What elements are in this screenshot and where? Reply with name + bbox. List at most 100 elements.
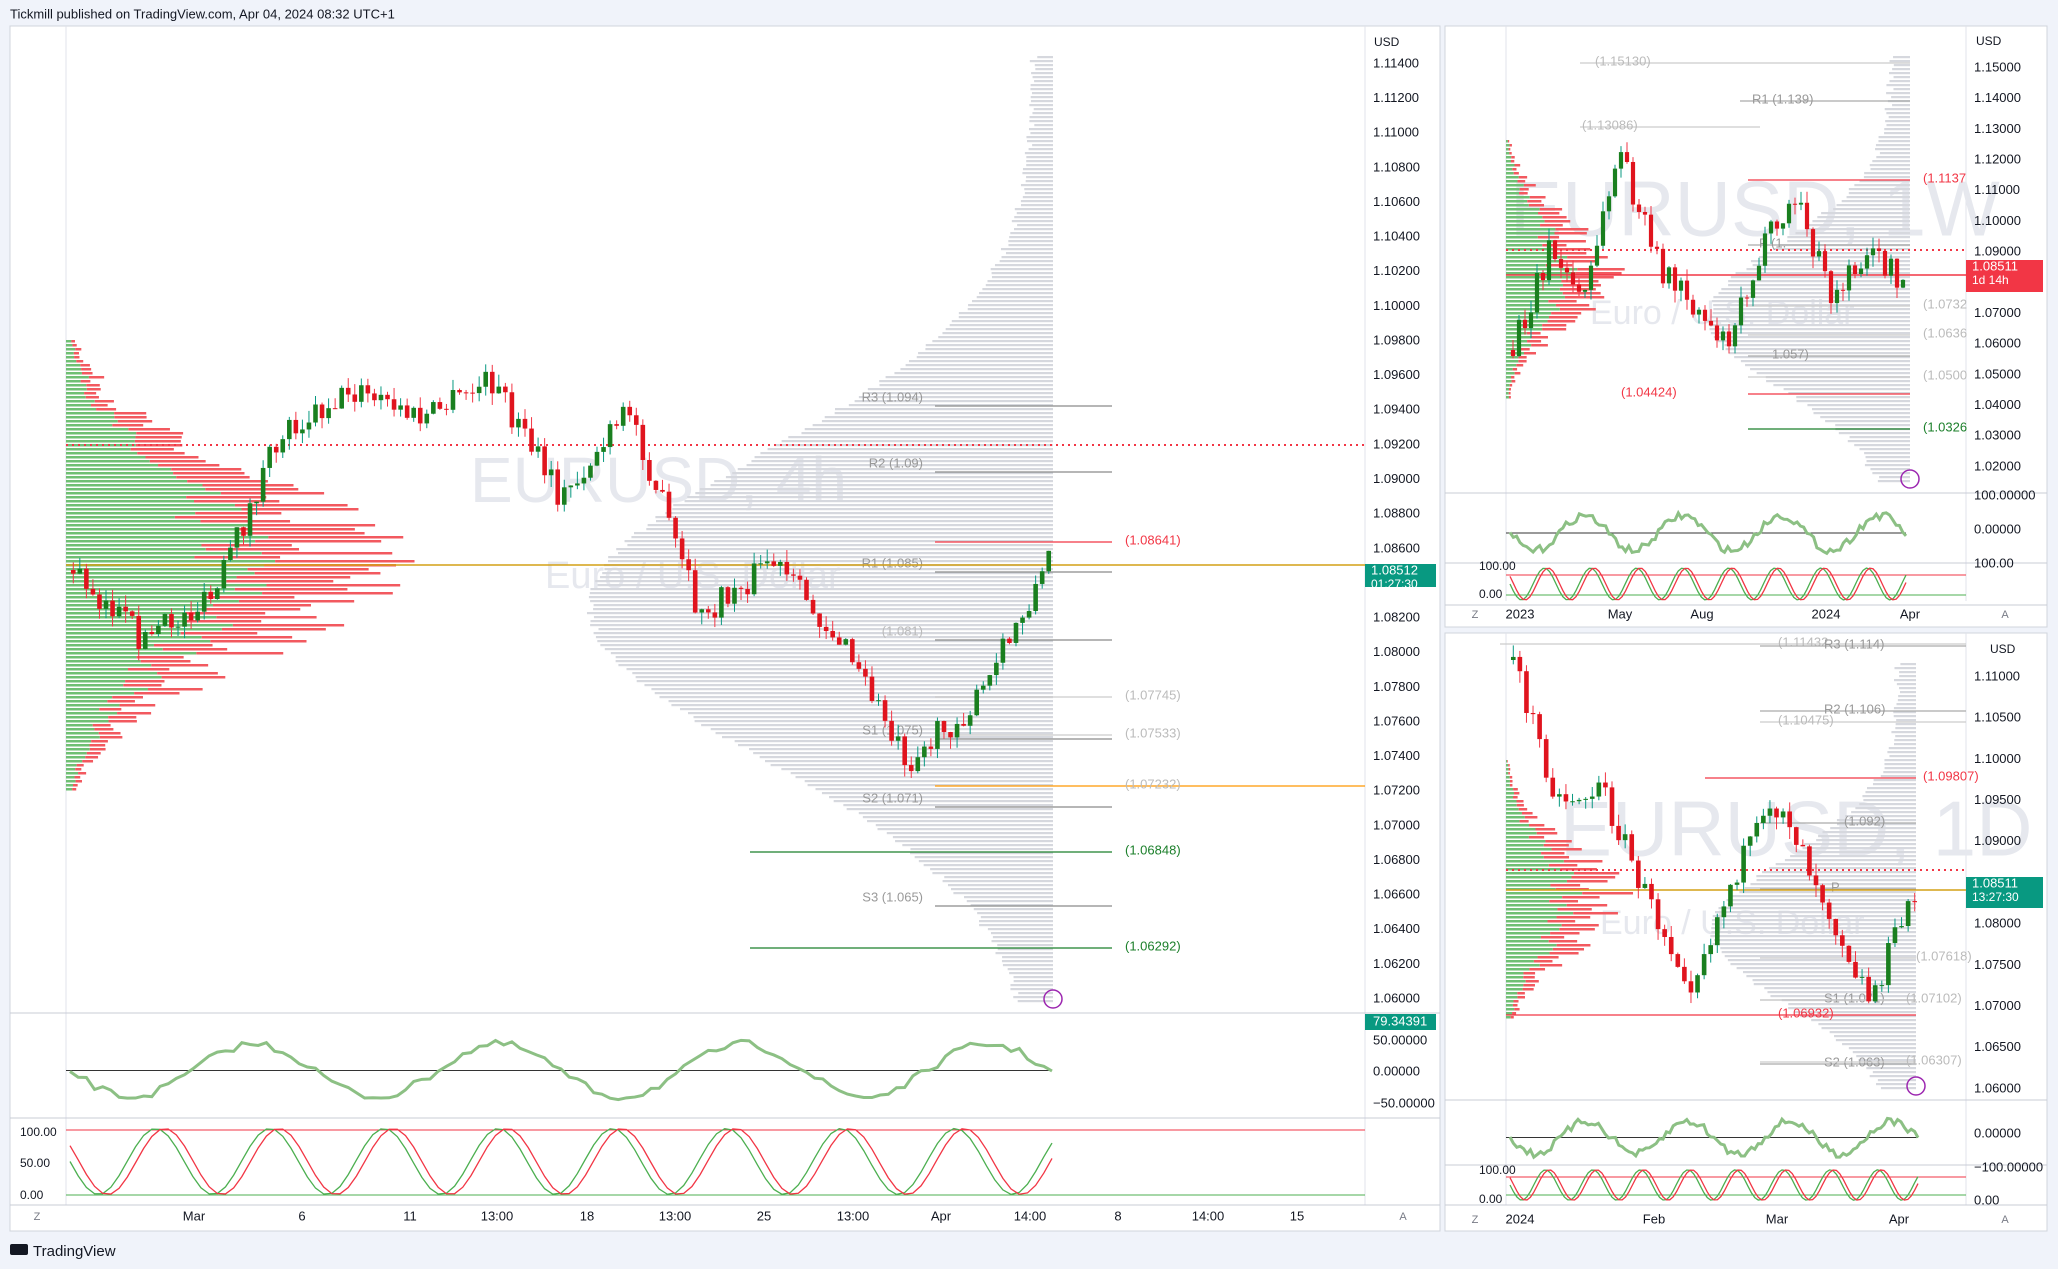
session-profile-bar bbox=[239, 528, 355, 531]
session-profile-bar bbox=[1567, 256, 1608, 259]
volume-profile-bar bbox=[958, 312, 1053, 315]
oscillator-line bbox=[1508, 509, 1908, 556]
candle-body bbox=[1768, 221, 1774, 234]
volume-profile-bar bbox=[1784, 859, 1916, 862]
session-profile-bar bbox=[66, 352, 74, 355]
time-axis-label: Apr bbox=[1889, 1211, 1910, 1226]
volume-profile-bar bbox=[829, 796, 1053, 799]
session-profile-bar bbox=[1506, 916, 1557, 919]
candle-body bbox=[1853, 961, 1858, 978]
session-profile-bar bbox=[1523, 352, 1536, 355]
oscillator-line bbox=[1508, 1116, 1920, 1160]
candle-body bbox=[1876, 248, 1882, 251]
session-profile-bar bbox=[66, 452, 138, 455]
volume-profile-bar bbox=[1887, 751, 1916, 754]
volume-profile-bar bbox=[1010, 232, 1053, 235]
candle-body bbox=[175, 626, 181, 628]
candle-body bbox=[922, 746, 927, 758]
session-profile-bar bbox=[1541, 852, 1565, 855]
session-profile-bar bbox=[66, 456, 146, 459]
session-profile-bar bbox=[66, 440, 135, 443]
session-profile-bar bbox=[275, 560, 415, 563]
volume-profile-bar bbox=[1729, 352, 1910, 355]
level-label: (1.04424) bbox=[1621, 384, 1677, 399]
session-profile-bar bbox=[1537, 236, 1560, 239]
volume-profile-bar bbox=[1822, 831, 1916, 834]
session-profile-bar bbox=[66, 768, 76, 771]
volume-profile-bar bbox=[991, 940, 1053, 943]
scale-toggle: Z bbox=[1472, 609, 1479, 621]
candle-body bbox=[607, 424, 613, 448]
candle-body bbox=[411, 407, 416, 418]
session-profile-bar bbox=[1535, 828, 1556, 831]
volume-profile-bar bbox=[942, 880, 1053, 883]
candle-body bbox=[1721, 906, 1727, 918]
volume-profile-bar bbox=[1721, 288, 1910, 291]
candle-body bbox=[1726, 331, 1732, 347]
session-profile-bar bbox=[136, 656, 184, 659]
candle-body bbox=[1616, 825, 1621, 841]
volume-profile-bar bbox=[1900, 663, 1916, 666]
session-profile-bar bbox=[117, 420, 153, 423]
watermark: EURUSD, 1W bbox=[1510, 165, 2000, 253]
session-profile-bar bbox=[1562, 284, 1601, 287]
session-profile-bar bbox=[86, 752, 101, 755]
volume-profile-bar bbox=[722, 736, 1053, 739]
candle-body bbox=[1858, 268, 1864, 275]
candle-body bbox=[169, 614, 174, 628]
session-profile-bar bbox=[72, 344, 77, 347]
price-axis-label: 1.13000 bbox=[1974, 121, 2021, 136]
session-profile-bar bbox=[66, 388, 87, 391]
candle-body bbox=[863, 668, 868, 677]
session-profile-bar bbox=[1557, 908, 1592, 911]
session-profile-bar bbox=[1513, 172, 1519, 175]
volume-profile-bar bbox=[1773, 248, 1910, 251]
session-profile-bar bbox=[1518, 176, 1528, 179]
volume-profile-bar bbox=[1714, 939, 1916, 942]
volume-profile-bar bbox=[1880, 1087, 1916, 1090]
price-badge bbox=[1966, 877, 2043, 908]
volume-profile-bar bbox=[879, 384, 1053, 387]
volume-profile-bar bbox=[900, 368, 1053, 371]
volume-profile-bar bbox=[1746, 975, 1916, 978]
stoch-d bbox=[1509, 567, 1907, 601]
volume-profile-bar bbox=[1025, 180, 1053, 183]
session-profile-bar bbox=[1539, 964, 1563, 967]
volume-profile-bar bbox=[1740, 360, 1910, 363]
session-profile-bar bbox=[1506, 924, 1562, 927]
volume-profile-bar bbox=[1796, 400, 1910, 403]
volume-profile-bar bbox=[737, 468, 1053, 471]
volume-profile-bar bbox=[1894, 743, 1916, 746]
session-profile-bar bbox=[1506, 376, 1512, 379]
volume-profile-bar bbox=[608, 556, 1053, 559]
volume-profile-bar bbox=[668, 700, 1053, 703]
volume-profile-bar bbox=[1711, 300, 1910, 303]
volume-profile-bar bbox=[947, 884, 1053, 887]
session-profile-bar bbox=[201, 544, 292, 547]
session-profile-bar bbox=[1573, 872, 1620, 875]
session-profile-bar bbox=[1506, 844, 1544, 847]
session-profile-bar bbox=[66, 552, 262, 555]
volume-profile-bar bbox=[1836, 819, 1916, 822]
session-profile-bar bbox=[268, 536, 404, 539]
candle-body bbox=[1892, 927, 1898, 944]
time-axis-label: 14:00 bbox=[1014, 1208, 1047, 1223]
candle-body bbox=[1720, 331, 1726, 341]
volume-profile-bar bbox=[788, 436, 1053, 439]
volume-profile-bar bbox=[1717, 340, 1910, 343]
volume-profile-bar bbox=[1713, 304, 1910, 307]
volume-profile-bar bbox=[1894, 739, 1916, 742]
session-profile-bar bbox=[1511, 376, 1515, 379]
volume-profile-bar bbox=[1008, 240, 1053, 243]
session-profile-bar bbox=[205, 488, 299, 491]
candle-body bbox=[1570, 801, 1575, 803]
volume-profile-bar bbox=[953, 892, 1053, 895]
volume-profile-bar bbox=[1032, 76, 1053, 79]
session-profile-bar bbox=[66, 396, 86, 399]
volume-profile-bar bbox=[1862, 795, 1916, 798]
session-profile-bar bbox=[1549, 900, 1579, 903]
volume-profile-bar bbox=[1859, 803, 1916, 806]
volume-profile-bar bbox=[1750, 260, 1910, 263]
time-axis-label: May bbox=[1608, 606, 1633, 621]
level-label: (1.06848) bbox=[1125, 842, 1181, 857]
